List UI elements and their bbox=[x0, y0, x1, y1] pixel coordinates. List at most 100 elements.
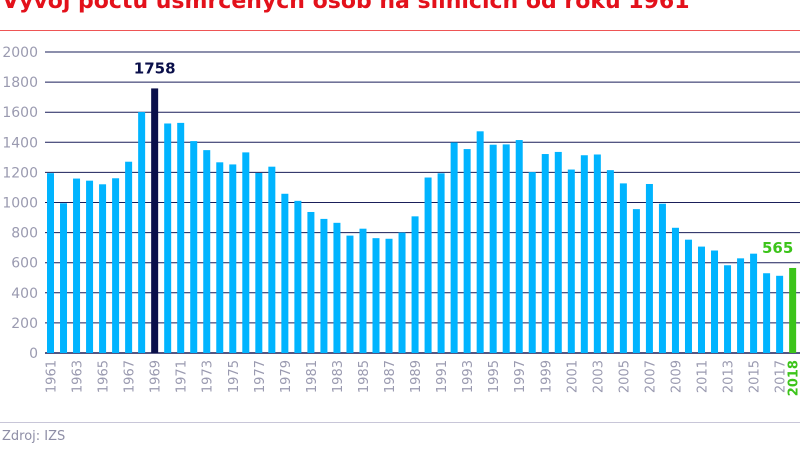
x-tick-label: 1985 bbox=[357, 360, 372, 393]
bar-1965 bbox=[99, 184, 107, 353]
bar-1972 bbox=[190, 141, 198, 353]
x-tick-label: 1965 bbox=[97, 360, 112, 393]
bar-2017 bbox=[776, 275, 784, 353]
bar-1971 bbox=[177, 122, 185, 353]
x-tick-label: 1975 bbox=[227, 360, 242, 393]
x-tick-label: 1995 bbox=[487, 360, 502, 393]
bar-1973 bbox=[203, 150, 211, 353]
bar-1967 bbox=[125, 161, 133, 353]
bar-1964 bbox=[86, 180, 94, 353]
bar-2010 bbox=[684, 239, 692, 353]
bar-1988 bbox=[398, 232, 406, 353]
x-tick-label: 2007 bbox=[643, 360, 658, 393]
x-tick-label: 2011 bbox=[696, 360, 711, 393]
bar-1979 bbox=[281, 193, 289, 353]
bar-2011 bbox=[698, 246, 705, 353]
bar-1997 bbox=[515, 140, 523, 353]
x-tick-label: 2015 bbox=[748, 360, 763, 393]
bar-1987 bbox=[385, 238, 393, 353]
bar-1991 bbox=[437, 173, 445, 353]
bar-1970 bbox=[164, 123, 172, 353]
bar-1981 bbox=[307, 211, 315, 353]
bar-2001 bbox=[567, 169, 575, 353]
x-tick-label: 2017 bbox=[774, 360, 789, 393]
source-divider bbox=[0, 422, 800, 423]
bar-chart: 0 200 400 600 800 1000 1200 1400 1600 1800 2000 196… bbox=[2, 45, 800, 396]
y-tick-label: 200 bbox=[11, 316, 38, 332]
x-tick-label: 1973 bbox=[201, 360, 216, 393]
y-tick-label: 600 bbox=[11, 256, 38, 272]
bar-2016 bbox=[763, 273, 771, 353]
bar-2014 bbox=[737, 258, 745, 353]
x-tick-label: 2005 bbox=[617, 360, 632, 393]
bar-1994 bbox=[476, 131, 484, 353]
y-tick-label: 800 bbox=[11, 226, 38, 242]
x-tick-label: 1993 bbox=[461, 360, 476, 393]
bar-1998 bbox=[528, 172, 536, 353]
y-tick-label: 400 bbox=[11, 286, 38, 302]
data-label-1969: 1758 bbox=[134, 59, 176, 77]
bar-1978 bbox=[268, 166, 276, 353]
x-tick-label: 2009 bbox=[669, 360, 684, 393]
title-divider bbox=[0, 30, 800, 31]
x-tick-label: 1991 bbox=[435, 360, 450, 393]
x-tick-label: 2001 bbox=[565, 360, 580, 393]
x-tick-label: 1979 bbox=[279, 360, 294, 393]
bar-2005 bbox=[619, 183, 627, 353]
y-tick-label: 1400 bbox=[2, 135, 38, 151]
x-tick-label: 1989 bbox=[409, 360, 424, 393]
bar-1992 bbox=[450, 142, 458, 353]
x-tick-label: 1997 bbox=[513, 360, 528, 393]
bar-2008 bbox=[658, 203, 666, 353]
bar-1984 bbox=[346, 235, 354, 353]
bar-2018 bbox=[789, 267, 797, 353]
bar-2002 bbox=[580, 155, 588, 353]
y-tick-label: 1800 bbox=[2, 75, 38, 91]
bar-1961 bbox=[47, 173, 54, 353]
bar-1980 bbox=[294, 200, 302, 353]
bar-2004 bbox=[606, 170, 614, 353]
bar-1983 bbox=[333, 222, 341, 353]
bar-2003 bbox=[593, 154, 601, 353]
bar-2000 bbox=[554, 151, 562, 353]
bar-1977 bbox=[255, 173, 263, 353]
x-tick-label: 2003 bbox=[591, 360, 606, 393]
x-tick-label: 1981 bbox=[305, 360, 320, 393]
x-tick-label: 1971 bbox=[175, 360, 190, 393]
x-tick-label: 1963 bbox=[71, 360, 86, 393]
x-tick-label: 1977 bbox=[253, 360, 268, 393]
bar-1986 bbox=[372, 238, 380, 353]
bar-2007 bbox=[645, 183, 653, 353]
bar-1968 bbox=[138, 112, 146, 353]
bar-1962 bbox=[60, 203, 68, 353]
bar-1996 bbox=[502, 144, 510, 353]
x-tick-label: 2013 bbox=[722, 360, 737, 393]
bar-1974 bbox=[216, 162, 224, 353]
bar-1995 bbox=[489, 144, 497, 353]
x-tick-label: 1999 bbox=[539, 360, 554, 393]
bar-1993 bbox=[463, 149, 471, 353]
x-tick-label: 2018 bbox=[787, 360, 800, 396]
bar-1985 bbox=[359, 228, 367, 353]
bar-2013 bbox=[724, 265, 732, 353]
bar-1966 bbox=[112, 178, 120, 353]
bar-2012 bbox=[711, 250, 719, 353]
source-note: Zdroj: IZS bbox=[2, 429, 66, 444]
x-tick-label: 1969 bbox=[149, 360, 164, 393]
bar-2006 bbox=[632, 209, 640, 353]
bar-1975 bbox=[229, 164, 237, 353]
x-tick-label: 1967 bbox=[123, 360, 138, 393]
bar-2009 bbox=[671, 227, 679, 353]
bar-1976 bbox=[242, 152, 250, 353]
y-tick-label: 1200 bbox=[2, 165, 38, 181]
bar-1989 bbox=[411, 216, 419, 353]
bar-1963 bbox=[73, 178, 81, 353]
x-tick-label: 1961 bbox=[45, 360, 60, 393]
bar-1982 bbox=[320, 218, 328, 353]
bar-1990 bbox=[424, 177, 432, 353]
y-tick-label: 0 bbox=[29, 346, 38, 362]
chart-title: Vývoj počtu usmrcených osob na silnicích… bbox=[2, 0, 690, 14]
bar-1969 bbox=[151, 88, 159, 354]
x-tick-label: 1987 bbox=[383, 360, 398, 393]
x-tick-label: 1983 bbox=[331, 360, 346, 393]
